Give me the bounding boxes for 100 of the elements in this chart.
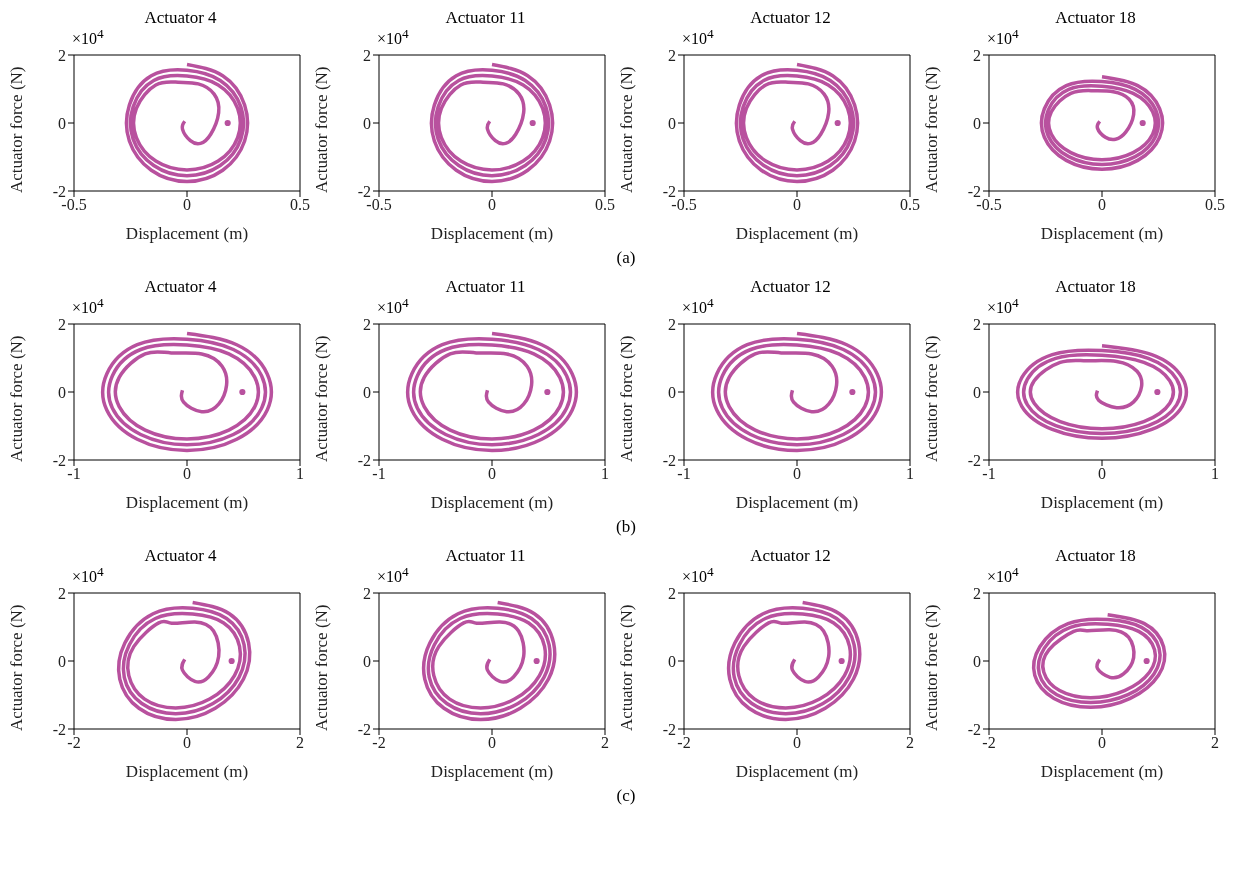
y-tick-label: 0 [973, 652, 981, 670]
y-tick-label: -2 [967, 451, 981, 469]
y-axis-title: Actuator force (N) [922, 66, 942, 193]
y-axis-title: Actuator force (N) [312, 66, 332, 193]
y-tick-label: -2 [52, 451, 66, 469]
x-axis-title: Displacement (m) [1040, 762, 1164, 781]
x-tick-label: 1 [1211, 465, 1219, 483]
y-tick-label: -2 [357, 451, 371, 469]
y-tick-label: 0 [973, 383, 981, 401]
y-tick-label: 2 [973, 46, 981, 64]
x-tick-label: 0 [1098, 734, 1106, 752]
line-series [117, 600, 252, 722]
text: ×10$^{4}$ [72, 26, 104, 49]
chart-title: Actuator 18 [1055, 277, 1136, 296]
chart-title: Actuator 11 [445, 277, 526, 296]
chart-title: Actuator 4 [144, 277, 217, 296]
y-tick-label: 0 [363, 383, 371, 401]
x-tick-label: 0.5 [290, 196, 310, 214]
x-axis-title: Displacement (m) [125, 493, 249, 512]
y-axis-title: Actuator force (N) [7, 604, 27, 731]
chart-title: Actuator 11 [445, 546, 526, 565]
y-axis-title: Actuator force (N) [617, 66, 637, 193]
text: ×10$^{4}$ [377, 295, 409, 318]
y-tick-label: 2 [58, 584, 66, 602]
x-tick-label: 0 [183, 465, 191, 483]
y-tick-label: 2 [363, 46, 371, 64]
y-tick-label: 2 [668, 46, 676, 64]
x-tick-label: 0 [488, 734, 496, 752]
y-tick-label: 0 [668, 114, 676, 132]
x-tick-label: 0 [183, 196, 191, 214]
y-axis-title: Actuator force (N) [7, 335, 27, 462]
chart-title: Actuator 12 [750, 546, 831, 565]
y-tick-label: -2 [967, 720, 981, 738]
y-tick-label: 0 [58, 114, 66, 132]
x-tick-label: -1 [982, 465, 996, 483]
y-tick-label: 0 [58, 383, 66, 401]
x-tick-label: 2 [296, 734, 304, 752]
y-tick-label: 0 [668, 383, 676, 401]
x-tick-label: 0 [488, 196, 496, 214]
x-axis-title: Displacement (m) [735, 493, 859, 512]
text: ×10$^{4}$ [682, 26, 714, 49]
x-tick-label: 1 [601, 465, 609, 483]
y-axis-title: Actuator force (N) [617, 604, 637, 731]
x-tick-label: 0 [1098, 465, 1106, 483]
x-tick-label: -1 [67, 465, 81, 483]
x-axis-title: Displacement (m) [125, 224, 249, 243]
x-tick-label: -1 [677, 465, 691, 483]
text: (b) [615, 516, 637, 538]
text: ×10$^{4}$ [377, 26, 409, 49]
y-tick-label: 2 [668, 584, 676, 602]
x-axis-title: Displacement (m) [735, 762, 859, 781]
x-axis-title: Displacement (m) [430, 493, 554, 512]
chart-title: Actuator 4 [144, 8, 217, 27]
line-series [422, 600, 557, 722]
x-tick-label: 0 [793, 196, 801, 214]
y-tick-label: 2 [973, 315, 981, 333]
x-tick-label: 2 [906, 734, 914, 752]
y-tick-label: 0 [363, 652, 371, 670]
y-axis-title: Actuator force (N) [312, 335, 332, 462]
y-tick-label: -2 [662, 720, 676, 738]
text: ×10$^{4}$ [377, 564, 409, 587]
y-axis-title: Actuator force (N) [922, 335, 942, 462]
x-tick-label: -1 [372, 465, 386, 483]
line-series [1032, 613, 1167, 709]
text: ×10$^{4}$ [682, 295, 714, 318]
y-tick-label: 0 [363, 114, 371, 132]
x-axis-title: Displacement (m) [1040, 224, 1164, 243]
x-tick-label: 1 [906, 465, 914, 483]
chart-title: Actuator 18 [1055, 546, 1136, 565]
y-tick-label: 2 [363, 315, 371, 333]
x-tick-label: 0.5 [900, 196, 920, 214]
y-tick-label: 2 [58, 46, 66, 64]
x-tick-label: 0 [793, 465, 801, 483]
chart-title: Actuator 12 [750, 277, 831, 296]
x-tick-label: 0 [488, 465, 496, 483]
y-tick-label: -2 [357, 720, 371, 738]
y-tick-label: 2 [668, 315, 676, 333]
text: (a) [615, 247, 637, 269]
x-tick-label: 1 [296, 465, 304, 483]
text: ×10$^{4}$ [987, 295, 1019, 318]
y-tick-label: -2 [52, 720, 66, 738]
x-tick-label: 2 [1211, 734, 1219, 752]
text: ×10$^{4}$ [72, 564, 104, 587]
text: ×10$^{4}$ [987, 564, 1019, 587]
line-series [727, 600, 862, 722]
y-tick-label: 2 [973, 584, 981, 602]
chart-title: Actuator 11 [445, 8, 526, 27]
text: ×10$^{4}$ [987, 26, 1019, 49]
x-axis-title: Displacement (m) [430, 224, 554, 243]
text: (c) [615, 785, 637, 807]
x-tick-label: 0.5 [1205, 196, 1225, 214]
x-axis-title: Displacement (m) [1040, 493, 1164, 512]
chart-title: Actuator 4 [144, 546, 217, 565]
y-tick-label: 0 [58, 652, 66, 670]
y-axis-title: Actuator force (N) [7, 66, 27, 193]
y-axis-title: Actuator force (N) [922, 604, 942, 731]
y-tick-label: 2 [58, 315, 66, 333]
x-axis-title: Displacement (m) [735, 224, 859, 243]
x-tick-label: 0 [793, 734, 801, 752]
x-tick-label: 0 [1098, 196, 1106, 214]
